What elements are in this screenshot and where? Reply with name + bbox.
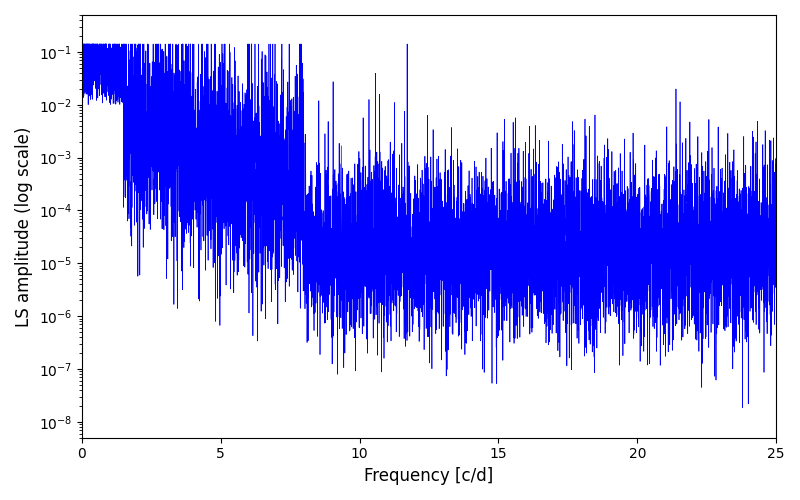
Y-axis label: LS amplitude (log scale): LS amplitude (log scale): [15, 126, 33, 326]
X-axis label: Frequency [c/d]: Frequency [c/d]: [364, 467, 494, 485]
